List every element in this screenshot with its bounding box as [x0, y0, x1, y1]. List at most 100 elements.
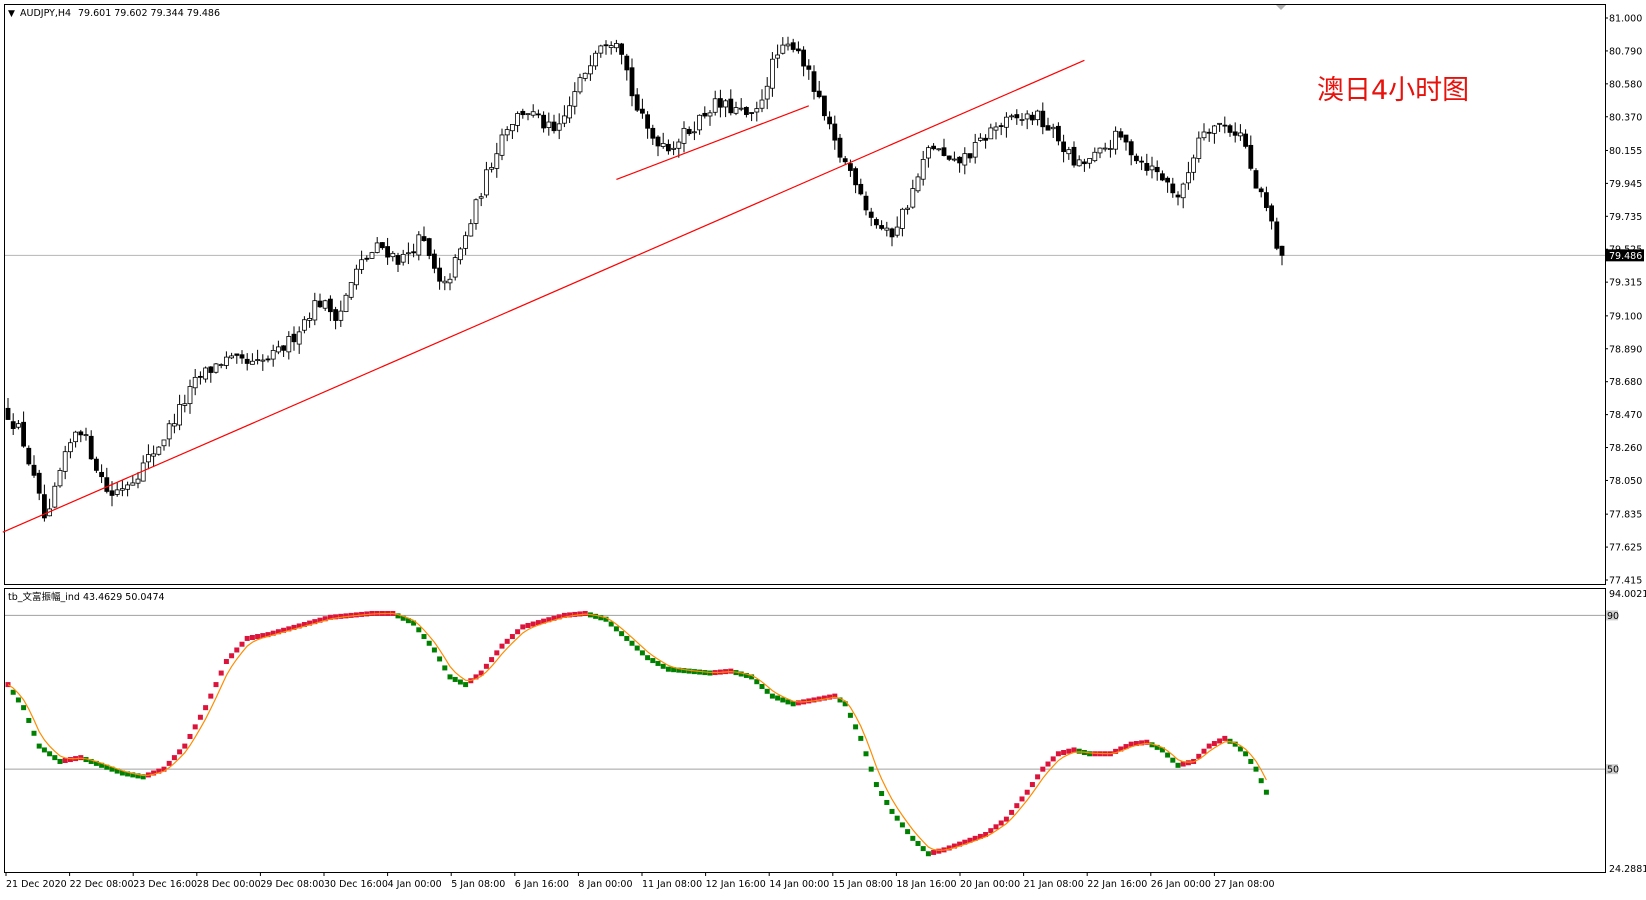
indicator-dot-up: [478, 670, 484, 676]
candle-bear: [21, 421, 27, 447]
candle-bear: [1160, 173, 1165, 181]
price-axis-label: 78.470: [1609, 410, 1642, 421]
indicator-dot-up: [338, 613, 344, 619]
indicator-dot-down: [619, 631, 625, 637]
indicator-dot-down: [1237, 746, 1243, 752]
indicator-dot-up: [301, 622, 307, 628]
indicator-dot-up: [1222, 735, 1228, 741]
indicator-dot-down: [125, 771, 131, 777]
indicator-dot-down: [104, 764, 110, 770]
candle-bull: [1212, 125, 1217, 134]
indicator-dot-down: [749, 674, 755, 680]
time-axis-label: 8 Jan 00:00: [578, 879, 632, 890]
indicator-dot-down: [140, 774, 146, 780]
candle-bull: [577, 77, 583, 93]
candle-bear: [702, 112, 708, 117]
candle-bull: [15, 423, 21, 428]
candle-bull: [483, 169, 489, 196]
candle-bear: [889, 228, 895, 238]
candle-bull: [993, 126, 999, 131]
price-axis-label: 80.155: [1609, 146, 1642, 157]
candle-bull: [213, 363, 219, 373]
symbol-dropdown-icon[interactable]: ▼: [8, 9, 15, 19]
candle-bear: [806, 65, 812, 70]
candle-bull: [660, 143, 666, 147]
candle-bull: [457, 248, 463, 261]
time-axis-label: 11 Jan 08:00: [642, 879, 702, 890]
indicator-dot-up: [177, 749, 183, 755]
indicator-dot-up: [1123, 744, 1129, 750]
candle-bull: [770, 58, 775, 89]
indicator-dot-up: [187, 733, 193, 739]
candle-bull: [598, 45, 604, 54]
candle-bear: [1232, 131, 1238, 136]
candle-bull: [223, 356, 229, 366]
candle-bull: [738, 107, 744, 110]
candle-bull: [1191, 157, 1196, 173]
candle-bull: [1009, 115, 1014, 118]
indicator-dot-down: [671, 667, 677, 673]
candle-bull: [203, 367, 209, 380]
indicator-dot-down: [598, 615, 604, 621]
indicator-dot-up: [556, 614, 562, 620]
candle-bull: [1201, 131, 1207, 139]
indicator-dot-up: [255, 634, 261, 640]
candle-bear: [431, 253, 437, 269]
indicator-top-value: 94.0021: [1609, 589, 1646, 600]
candle-bull: [697, 114, 702, 131]
candle-bull: [312, 300, 318, 321]
candle-bull: [52, 485, 58, 508]
indicator-dot-up: [218, 670, 224, 676]
indicator-dot-up: [1014, 803, 1020, 809]
candle-bear: [1144, 162, 1150, 171]
candle-bear: [541, 114, 546, 129]
indicator-dot-up: [192, 724, 198, 730]
time-axis-label: 30 Dec 16:00: [324, 879, 388, 890]
indicator-dot-down: [47, 751, 53, 757]
indicator-dot-up: [291, 624, 297, 630]
indicator-dot-up: [1133, 741, 1139, 747]
indicator-dot-down: [593, 613, 599, 619]
indicator-dot-up: [275, 629, 281, 635]
indicator-dot-up: [353, 612, 359, 618]
price-axis-label: 77.625: [1609, 543, 1642, 554]
candle-bear: [42, 494, 47, 519]
indicator-dot-up: [286, 626, 292, 632]
candle-bull: [270, 350, 276, 360]
indicator-dot-up: [473, 674, 479, 680]
candle-bull: [1087, 158, 1092, 164]
candle-bear: [1279, 245, 1285, 256]
indicator-dot-up: [197, 714, 203, 720]
indicator-dot-down: [837, 697, 843, 703]
time-axis-label: 27 Jan 08:00: [1214, 879, 1274, 890]
candle-bull: [1066, 149, 1072, 155]
indicator-dot-down: [1087, 751, 1093, 757]
indicator-dot-down: [879, 791, 885, 797]
indicator-dot-down: [905, 829, 911, 835]
candle-bull: [988, 127, 994, 140]
candle-bear: [1118, 131, 1124, 138]
indicator-dot-up: [239, 641, 245, 647]
candle-bull: [322, 300, 328, 309]
candle-bear: [858, 183, 864, 195]
candle-bear: [868, 211, 874, 218]
candle-bear: [104, 477, 110, 492]
chart-shift-marker-icon[interactable]: [1276, 5, 1286, 10]
indicator-dot-up: [499, 643, 505, 649]
indicator-dot-down: [114, 768, 120, 774]
candle-bull: [286, 336, 292, 353]
candle-bear: [1154, 166, 1160, 173]
indicator-dot-down: [83, 757, 89, 763]
indicator-signal-line: [7, 612, 1267, 851]
indicator-dot-up: [957, 841, 963, 847]
candle-bear: [317, 300, 323, 308]
candle-bull: [759, 99, 765, 109]
price-axis-label: 80.790: [1609, 46, 1642, 57]
indicator-dot-down: [608, 621, 614, 627]
indicator-dot-up: [1128, 741, 1134, 747]
indicator-dot-up: [343, 613, 349, 619]
candle-bull: [676, 141, 682, 149]
candle-bull: [463, 235, 469, 249]
indicator-dot-down: [707, 670, 713, 676]
